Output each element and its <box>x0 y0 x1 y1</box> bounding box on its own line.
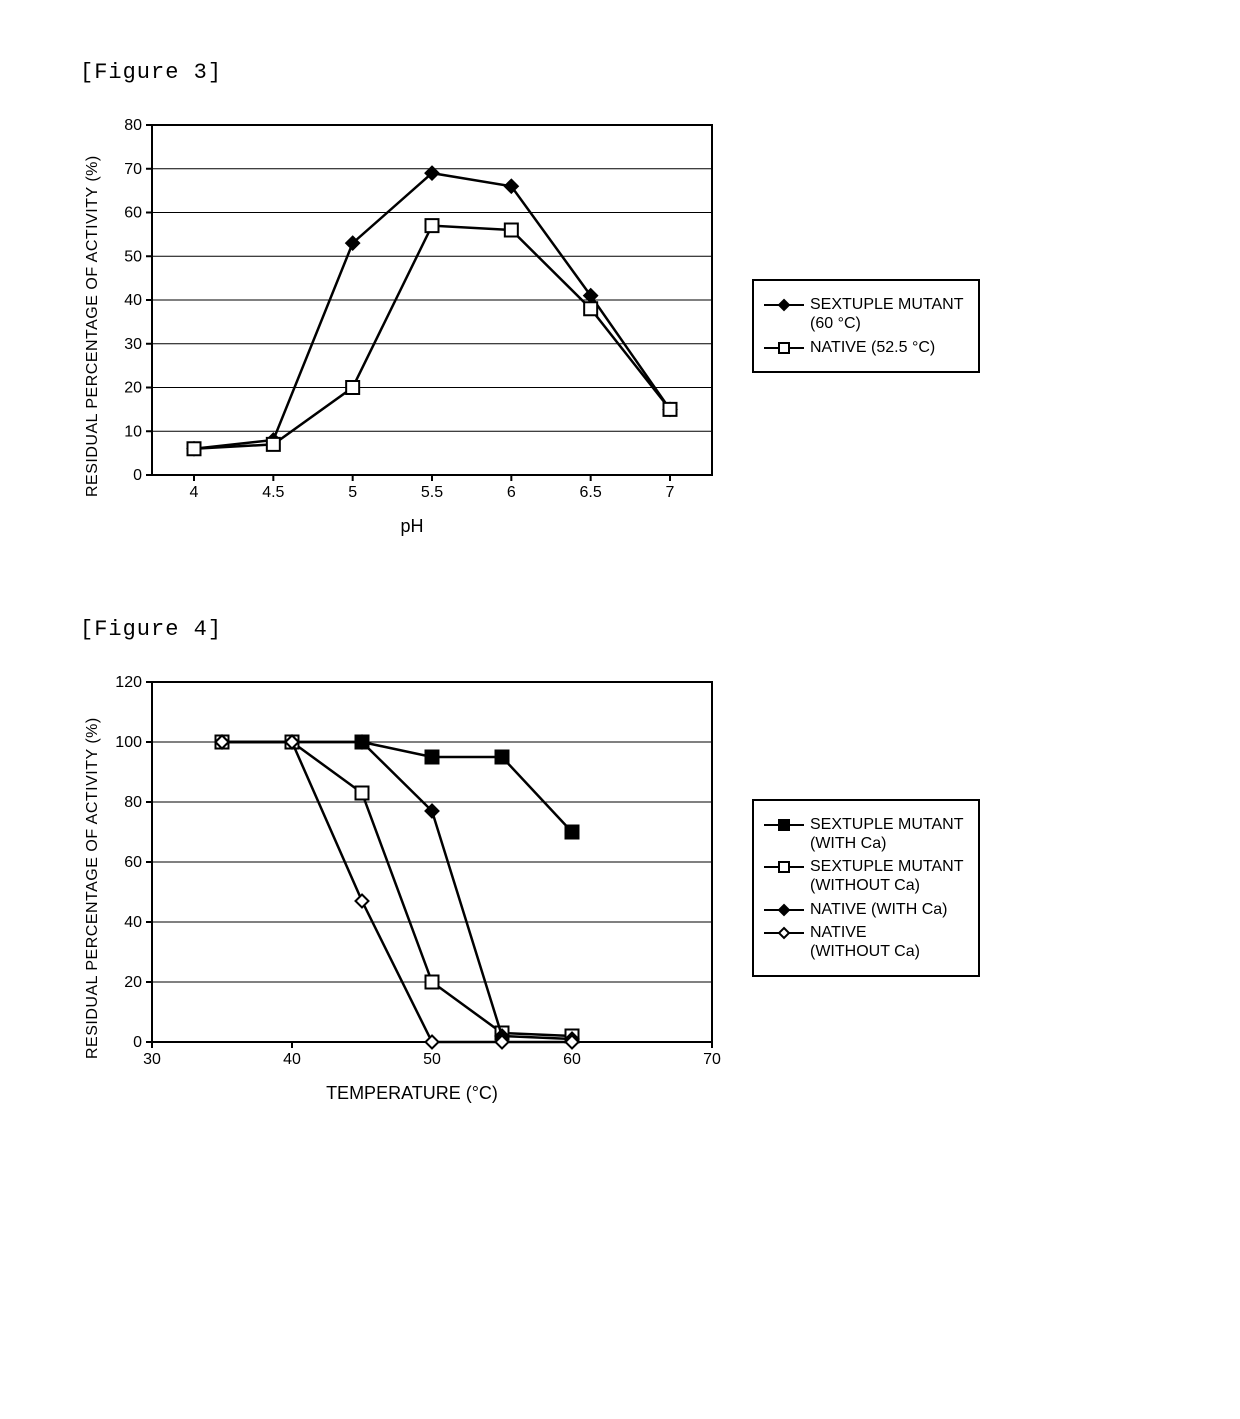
svg-text:60: 60 <box>563 1051 581 1068</box>
svg-text:20: 20 <box>124 380 142 397</box>
svg-text:70: 70 <box>703 1051 721 1068</box>
svg-text:5: 5 <box>348 484 357 501</box>
legend-label: NATIVE (52.5 °C) <box>810 338 935 357</box>
svg-text:4.5: 4.5 <box>262 484 284 501</box>
legend-label: SEXTUPLE MUTANT (60 °C) <box>810 295 964 333</box>
figure-4-chart: 0 20 40 60 80 100 120 30 40 50 60 70 <box>102 672 722 1072</box>
legend-entry: SEXTUPLE MUTANT (WITH Ca) <box>764 815 964 853</box>
svg-text:80: 80 <box>124 794 142 811</box>
svg-text:7: 7 <box>666 484 675 501</box>
figure-3: [Figure 3] RESIDUAL PERCENTAGE OF ACTIVI… <box>80 60 1160 537</box>
svg-text:120: 120 <box>115 674 142 691</box>
svg-text:10: 10 <box>124 423 142 440</box>
figure-4-ylabel: RESIDUAL PERCENTAGE OF ACTIVITY (%) <box>80 672 102 1104</box>
svg-text:50: 50 <box>423 1051 441 1068</box>
svg-text:20: 20 <box>124 974 142 991</box>
svg-text:6: 6 <box>507 484 516 501</box>
svg-text:70: 70 <box>124 161 142 178</box>
figure-4-label: [Figure 4] <box>80 617 1160 642</box>
svg-text:4: 4 <box>190 484 199 501</box>
figure-3-label: [Figure 3] <box>80 60 1160 85</box>
legend-label: NATIVE (WITHOUT Ca) <box>810 923 920 961</box>
figure-3-xlabel: pH <box>102 516 722 537</box>
svg-text:30: 30 <box>143 1051 161 1068</box>
figure-3-legend: SEXTUPLE MUTANT (60 °C) NATIVE (52.5 °C) <box>752 279 980 373</box>
legend-label: SEXTUPLE MUTANT (WITHOUT Ca) <box>810 857 964 895</box>
svg-text:40: 40 <box>124 292 142 309</box>
svg-text:0: 0 <box>133 1034 142 1051</box>
figure-4-xlabel: TEMPERATURE (°C) <box>102 1083 722 1104</box>
svg-text:5.5: 5.5 <box>421 484 443 501</box>
figure-4-legend: SEXTUPLE MUTANT (WITH Ca) SEXTUPLE MUTANT… <box>752 799 980 977</box>
legend-entry: NATIVE (WITHOUT Ca) <box>764 923 964 961</box>
svg-text:6.5: 6.5 <box>580 484 602 501</box>
legend-entry: NATIVE (52.5 °C) <box>764 338 964 357</box>
svg-text:40: 40 <box>283 1051 301 1068</box>
legend-entry: NATIVE (WITH Ca) <box>764 900 964 919</box>
svg-text:30: 30 <box>124 336 142 353</box>
legend-label: NATIVE (WITH Ca) <box>810 900 947 919</box>
legend-entry: SEXTUPLE MUTANT (WITHOUT Ca) <box>764 857 964 895</box>
svg-text:80: 80 <box>124 117 142 134</box>
svg-text:100: 100 <box>115 734 142 751</box>
svg-text:50: 50 <box>124 248 142 265</box>
svg-text:60: 60 <box>124 854 142 871</box>
svg-text:60: 60 <box>124 205 142 222</box>
figure-3-ylabel: RESIDUAL PERCENTAGE OF ACTIVITY (%) <box>80 115 102 537</box>
legend-entry: SEXTUPLE MUTANT (60 °C) <box>764 295 964 333</box>
figure-4: [Figure 4] RESIDUAL PERCENTAGE OF ACTIVI… <box>80 617 1160 1104</box>
svg-text:40: 40 <box>124 914 142 931</box>
svg-text:0: 0 <box>133 467 142 484</box>
legend-label: SEXTUPLE MUTANT (WITH Ca) <box>810 815 964 853</box>
figure-3-chart: 0 10 20 30 40 50 60 70 80 4 4.5 5 5.5 6 6.5 7 <box>102 115 722 505</box>
